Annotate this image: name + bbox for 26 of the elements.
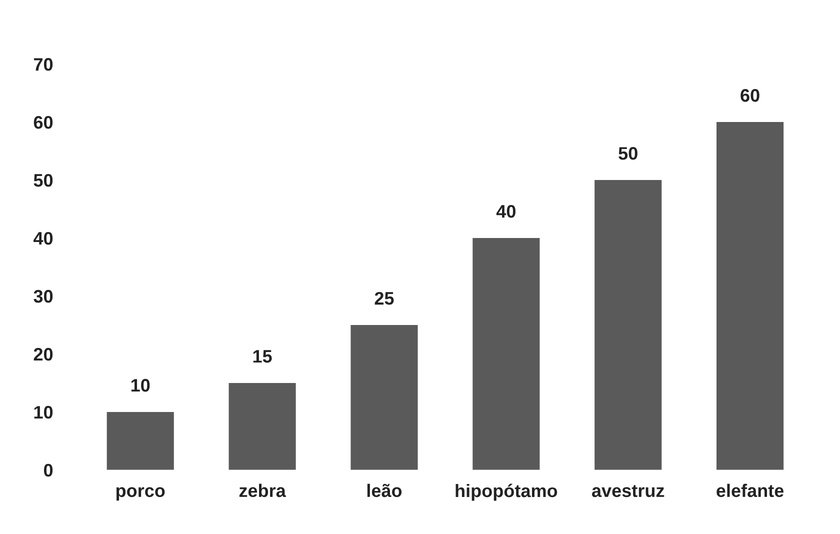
data-label: 10 — [131, 378, 150, 392]
y-tick-label: 70 — [34, 58, 53, 71]
y-tick-label: 50 — [34, 174, 53, 187]
x-tick-label: porco — [116, 487, 165, 501]
bar — [594, 180, 662, 470]
data-label: 60 — [740, 89, 760, 102]
x-tick-label: avestruz — [592, 485, 664, 498]
bar — [716, 122, 784, 470]
x-tick-label: zebra — [239, 484, 286, 498]
bar — [350, 324, 418, 470]
y-tick-label: 20 — [34, 348, 53, 361]
x-tick-label: leão — [367, 484, 402, 498]
bar — [106, 412, 174, 470]
data-label: 40 — [496, 204, 516, 218]
data-label: 15 — [253, 350, 272, 363]
y-tick-label: 0 — [44, 464, 53, 477]
y-tick-label: 30 — [34, 290, 53, 303]
y-tick-label: 60 — [34, 116, 53, 129]
bar — [472, 238, 540, 470]
y-tick-label: 10 — [34, 406, 53, 419]
x-tick-label: elefante — [716, 484, 784, 498]
data-label: 25 — [374, 292, 394, 305]
data-label: 50 — [618, 147, 638, 160]
bar — [228, 382, 296, 470]
x-tick-label: hipopótamo — [456, 484, 558, 501]
y-tick-label: 40 — [34, 232, 53, 245]
